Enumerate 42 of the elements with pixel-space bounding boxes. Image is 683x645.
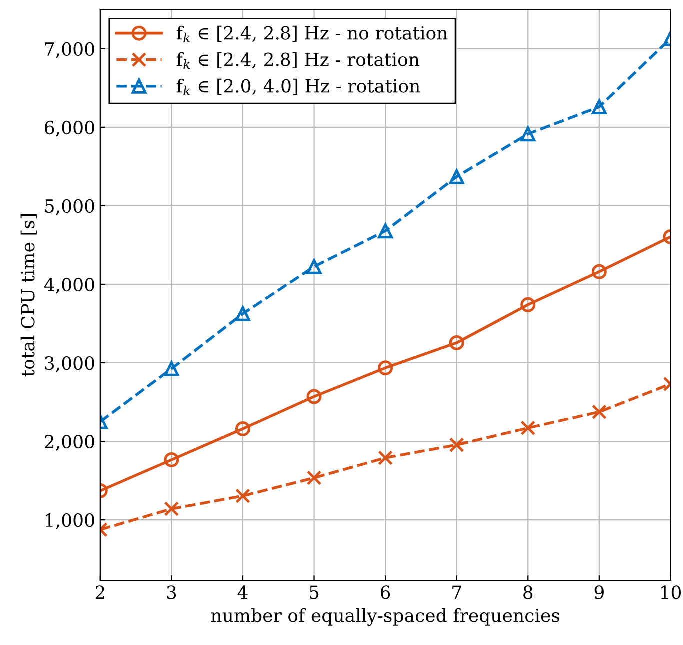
y-tick-label: 3,000 xyxy=(45,356,94,372)
y-tick-label: 5,000 xyxy=(45,199,94,216)
point xyxy=(449,169,464,184)
point xyxy=(164,452,180,468)
point xyxy=(520,126,536,142)
y-tick-label: 2,000 xyxy=(45,434,94,451)
y-tick-label: 4,000 xyxy=(44,278,94,294)
point xyxy=(164,361,180,376)
x-tick-label: 7 xyxy=(452,586,462,600)
point xyxy=(306,470,322,486)
x-tick-label: 6 xyxy=(381,586,390,600)
point xyxy=(378,450,394,466)
point xyxy=(520,420,536,436)
point xyxy=(592,404,607,420)
y-tick-label: 6,000 xyxy=(45,120,94,137)
y-tick-label: 1,000 xyxy=(46,514,94,530)
x-axis-title: number of equally-spaced frequencies xyxy=(211,608,560,626)
y-axis-title: total CPU time [s] xyxy=(20,214,37,377)
point xyxy=(378,224,394,239)
point xyxy=(592,100,607,115)
point xyxy=(306,259,322,274)
x-tick-label: 5 xyxy=(310,586,319,600)
point xyxy=(449,438,464,453)
x-tick-label: 10 xyxy=(661,586,681,600)
point xyxy=(592,264,607,280)
x-tick-label: 3 xyxy=(167,586,176,600)
point xyxy=(235,421,250,436)
point xyxy=(235,306,250,322)
point xyxy=(449,335,464,350)
point xyxy=(235,488,250,504)
y-tick-label: 7,000 xyxy=(45,42,94,58)
point xyxy=(306,389,322,404)
legend-label: f$_{k}$ ∈ [2.0, 4.0] Hz - rotation xyxy=(176,78,420,96)
x-tick-label: 8 xyxy=(524,586,533,600)
point xyxy=(378,360,394,376)
x-tick-label: 9 xyxy=(594,586,604,600)
point xyxy=(164,502,180,517)
legend-label: f$_{k}$ ∈ [2.4, 2.8] Hz - rotation xyxy=(176,52,420,69)
x-tick-label: 2 xyxy=(96,586,104,600)
legend-label: f$_{k}$ ∈ [2.4, 2.8] Hz - no rotation xyxy=(176,26,448,42)
point xyxy=(520,297,536,312)
x-tick-label: 4 xyxy=(238,586,248,600)
